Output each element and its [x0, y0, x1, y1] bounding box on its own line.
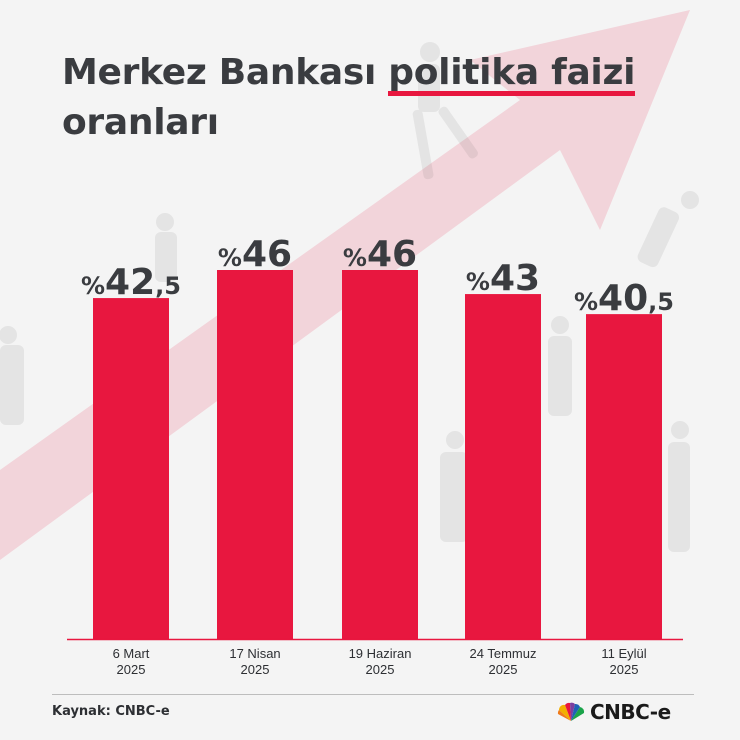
value-label-integer: 42 — [105, 262, 155, 303]
x-tick-label-3-0: 24 Temmuz — [470, 646, 537, 661]
footer-divider — [52, 694, 694, 695]
value-label-integer: 46 — [367, 234, 417, 275]
source-note: Kaynak: CNBC-e — [52, 704, 170, 719]
value-label-decimal: ,5 — [648, 288, 674, 316]
x-tick-label-4-1: 2025 — [610, 662, 639, 677]
x-tick-label-0-1: 2025 — [117, 662, 146, 677]
value-label-prefix: % — [466, 268, 490, 296]
x-tick-label-1-0: 17 Nisan — [229, 646, 280, 661]
x-tick-label-1-1: 2025 — [241, 662, 270, 677]
value-label-integer: 40 — [598, 278, 648, 319]
cnbc-e-logo: CNBC-e — [556, 700, 671, 724]
value-label-2: %46 — [343, 234, 417, 275]
bar-2 — [342, 270, 418, 639]
value-label-0: %42,5 — [81, 262, 181, 303]
x-tick-label-2-1: 2025 — [366, 662, 395, 677]
page-title: Merkez Bankası politika faizi oranları — [62, 48, 635, 148]
value-label-1: %46 — [218, 234, 292, 275]
title-main: Merkez Bankası — [62, 52, 389, 93]
value-label-prefix: % — [81, 272, 105, 300]
logo-text: CNBC-e — [590, 700, 671, 724]
x-tick-label-0-0: 6 Mart — [113, 646, 150, 661]
bar-3 — [465, 294, 541, 639]
value-label-3: %43 — [466, 258, 540, 299]
peacock-icon — [557, 702, 585, 721]
value-label-integer: 43 — [490, 258, 540, 299]
bar-0 — [93, 298, 169, 639]
value-label-decimal: ,5 — [155, 272, 181, 300]
value-label-integer: 46 — [242, 234, 292, 275]
bar-4 — [586, 314, 662, 639]
title-line-2: oranları — [62, 102, 219, 143]
x-tick-label-3-1: 2025 — [489, 662, 518, 677]
x-tick-label-2-0: 19 Haziran — [349, 646, 412, 661]
value-label-prefix: % — [218, 244, 242, 272]
value-label-prefix: % — [343, 244, 367, 272]
title-highlight: politika faizi — [388, 48, 635, 98]
value-label-prefix: % — [574, 288, 598, 316]
bar-1 — [217, 270, 293, 639]
value-label-4: %40,5 — [574, 278, 674, 319]
x-tick-label-4-0: 11 Eylül — [601, 646, 646, 661]
